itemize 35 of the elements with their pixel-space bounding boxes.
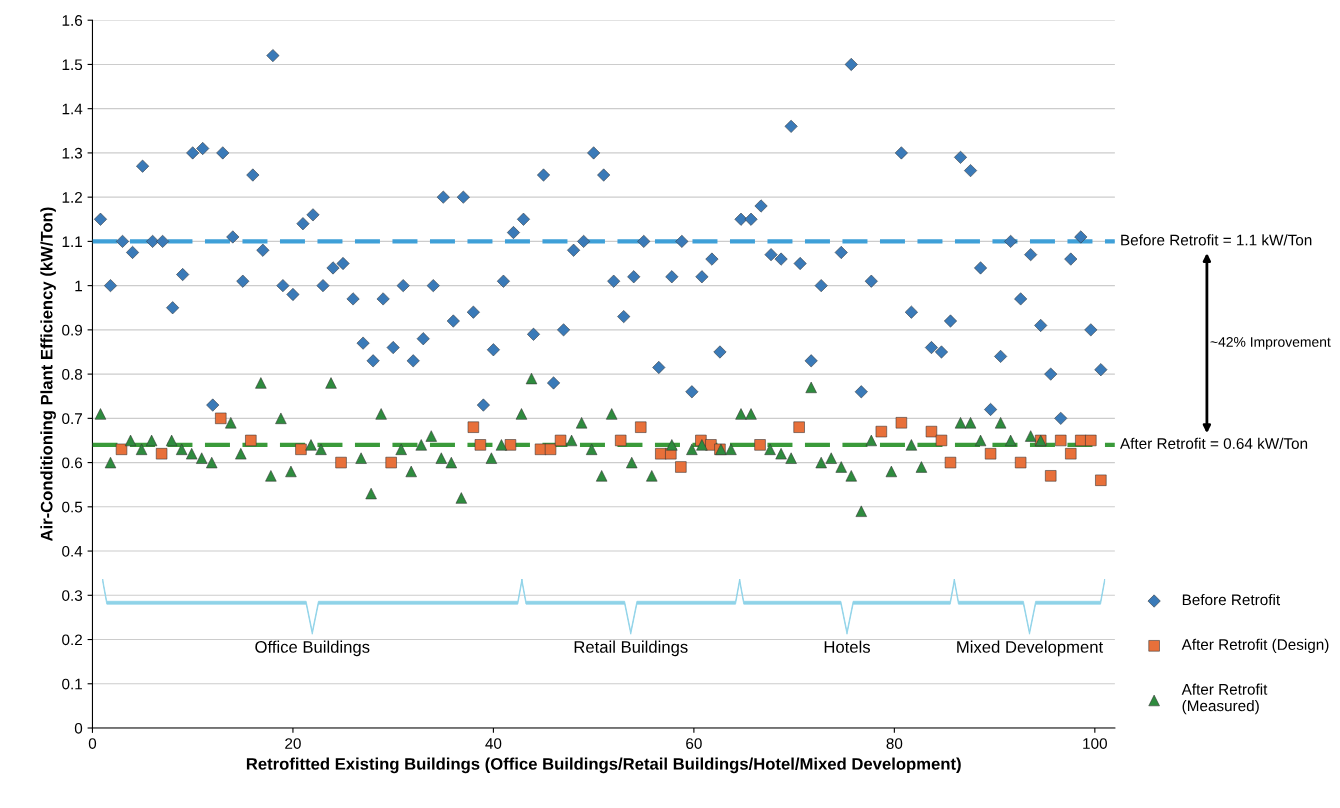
y-tick-label: 0.2: [62, 634, 82, 646]
ref-line-label: After Retrofit = 0.64 kW/Ton: [1120, 437, 1308, 449]
x-tick-label: 0: [88, 738, 97, 749]
y-tick-label: 1.2: [62, 192, 82, 203]
x-axis-title: Retrofitted Existing Buildings (Office Buildings/Retail Buildings/Hotel/Mixed Development): [246, 757, 961, 774]
y-tick-label: 0.6: [62, 457, 83, 469]
x-tick-label: 40: [485, 738, 502, 749]
x-tick-label: 80: [886, 738, 903, 749]
x-tick-label: 60: [686, 738, 702, 749]
y-tick-label: 0.3: [62, 590, 83, 601]
x-tick-label: 100: [1083, 738, 1107, 749]
y-tick-label: 0: [74, 722, 83, 734]
y-tick-label: 1.4: [62, 103, 83, 115]
ref-line-label: Before Retrofit = 1.1 kW/Ton: [1121, 234, 1312, 246]
y-tick-label: 0.7: [62, 413, 82, 425]
y-tick-label: 0.8: [62, 368, 83, 380]
x-tick-label: 20: [285, 738, 301, 749]
annotation: Office Buildings: [255, 640, 370, 657]
text: ~42% Improvement: [1210, 337, 1331, 350]
annotation: Hotels: [824, 640, 871, 653]
y-tick-label: 1: [75, 280, 82, 292]
y-tick-label: 1.5: [62, 59, 83, 71]
y-tick-label: 0.5: [62, 501, 83, 513]
y-tick-label: 1.1: [62, 236, 82, 247]
annotation: Mixed Development: [957, 640, 1104, 657]
y-tick-label: 1.3: [62, 147, 83, 159]
y-tick-label: 1.6: [62, 15, 83, 26]
y-tick-label: 0.4: [62, 545, 83, 557]
y-axis-title: Air-Conditioning Plant Efficiency (kW/Ton): [40, 207, 56, 542]
y-tick-label: 0.9: [62, 324, 83, 336]
legend-label: Before Retrofit: [1182, 593, 1281, 606]
annotation: Retail Buildings: [574, 640, 688, 657]
legend-label: After Retrofit (Measured): [1181, 683, 1268, 715]
y-tick-label: 0.1: [62, 678, 82, 690]
legend-label: After Retrofit (Design): [1181, 638, 1329, 653]
